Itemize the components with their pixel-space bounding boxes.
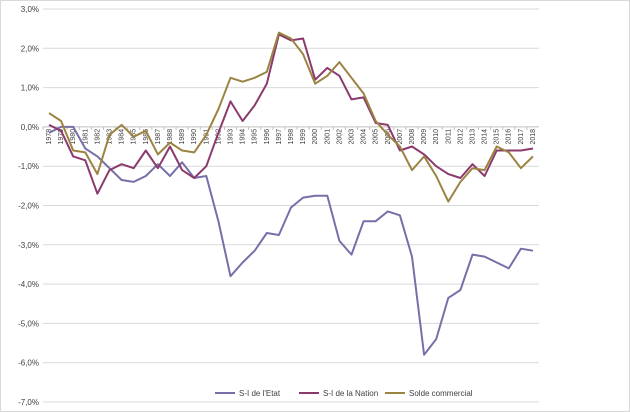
x-tick-label: 1984: [119, 129, 126, 145]
x-tick-label: 1994: [240, 129, 247, 145]
x-tick-label: 1982: [94, 129, 101, 145]
x-tick-label: 2009: [421, 129, 428, 145]
x-tick-label: 2001: [324, 129, 331, 145]
series-lines: [48, 31, 534, 356]
x-tick-label: 2003: [348, 129, 355, 145]
legend-label: S-I de la Nation: [323, 389, 378, 398]
y-tick-label: 1,0%: [21, 84, 39, 93]
x-tick-label: 2004: [361, 129, 368, 145]
x-tick-label: 2005: [373, 129, 380, 145]
x-tick-label: 2013: [469, 129, 476, 145]
x-tick-label: 1991: [203, 129, 210, 145]
x-tick-label: 2015: [494, 129, 501, 145]
x-tick-label: 1992: [215, 129, 222, 145]
x-tick-label: 2010: [433, 129, 440, 145]
x-tick-label: 2007: [397, 129, 404, 145]
gridlines: [43, 8, 539, 403]
y-tick-label: 2,0%: [21, 44, 39, 53]
series-line-1: [48, 33, 534, 195]
y-tick-label: -6,0%: [18, 359, 39, 368]
x-tick-label: 1983: [107, 129, 114, 145]
x-tick-label: 1981: [82, 129, 89, 145]
x-tick-label: 1999: [300, 129, 307, 145]
x-tick-label: 2000: [312, 129, 319, 145]
y-tick-label: -7,0%: [18, 398, 39, 407]
x-tick-label: 1978: [46, 129, 53, 145]
x-tick-label: 2002: [336, 129, 343, 145]
x-tick-label: 2017: [518, 129, 525, 145]
x-tick-label: 1996: [264, 129, 271, 145]
x-tick-label: 2012: [457, 129, 464, 145]
x-tick-label: 1997: [276, 129, 283, 145]
x-tick-label: 1998: [288, 129, 295, 145]
series-line-0: [48, 125, 534, 356]
y-tick-label: 0,0%: [21, 123, 39, 132]
x-axis-ticks: 1978 1979 1980 1981 1982 1983 1984 1985 1986 1987…: [42, 126, 537, 145]
series-line-2: [48, 31, 534, 203]
x-tick-label: 2011: [445, 129, 452, 144]
y-tick-label: -4,0%: [18, 280, 39, 289]
x-tick-label: 2018: [530, 129, 537, 145]
x-tick-label: 1979: [58, 129, 65, 145]
y-tick-label: -2,0%: [18, 202, 39, 211]
legend: S-I de l'Etat S-I de la Nation Solde comme…: [215, 389, 473, 398]
y-axis-ticks: 3,0% 2,0% 1,0% 0,0% -1,0% -2,0% -3,0% -4,0% -5,0…: [18, 5, 39, 407]
y-tick-label: 3,0%: [21, 5, 39, 14]
x-tick-label: 1986: [143, 129, 150, 145]
x-tick-label: 1989: [179, 129, 186, 145]
x-tick-label: 1987: [155, 129, 162, 145]
legend-label: S-I de l'Etat: [239, 389, 281, 398]
x-tick-label: 1993: [228, 129, 235, 145]
y-tick-label: -5,0%: [18, 319, 39, 328]
x-tick-label: 1988: [167, 129, 174, 145]
legend-label: Solde commercial: [409, 389, 473, 398]
x-tick-label: 1980: [70, 129, 77, 145]
y-tick-label: -1,0%: [18, 162, 39, 171]
x-tick-label: 1995: [252, 129, 259, 145]
y-tick-label: -3,0%: [18, 241, 39, 250]
x-tick-label: 1990: [191, 129, 198, 145]
x-tick-label: 2014: [482, 129, 489, 145]
x-tick-label: 2016: [506, 129, 513, 145]
x-tick-label: 2008: [409, 129, 416, 145]
